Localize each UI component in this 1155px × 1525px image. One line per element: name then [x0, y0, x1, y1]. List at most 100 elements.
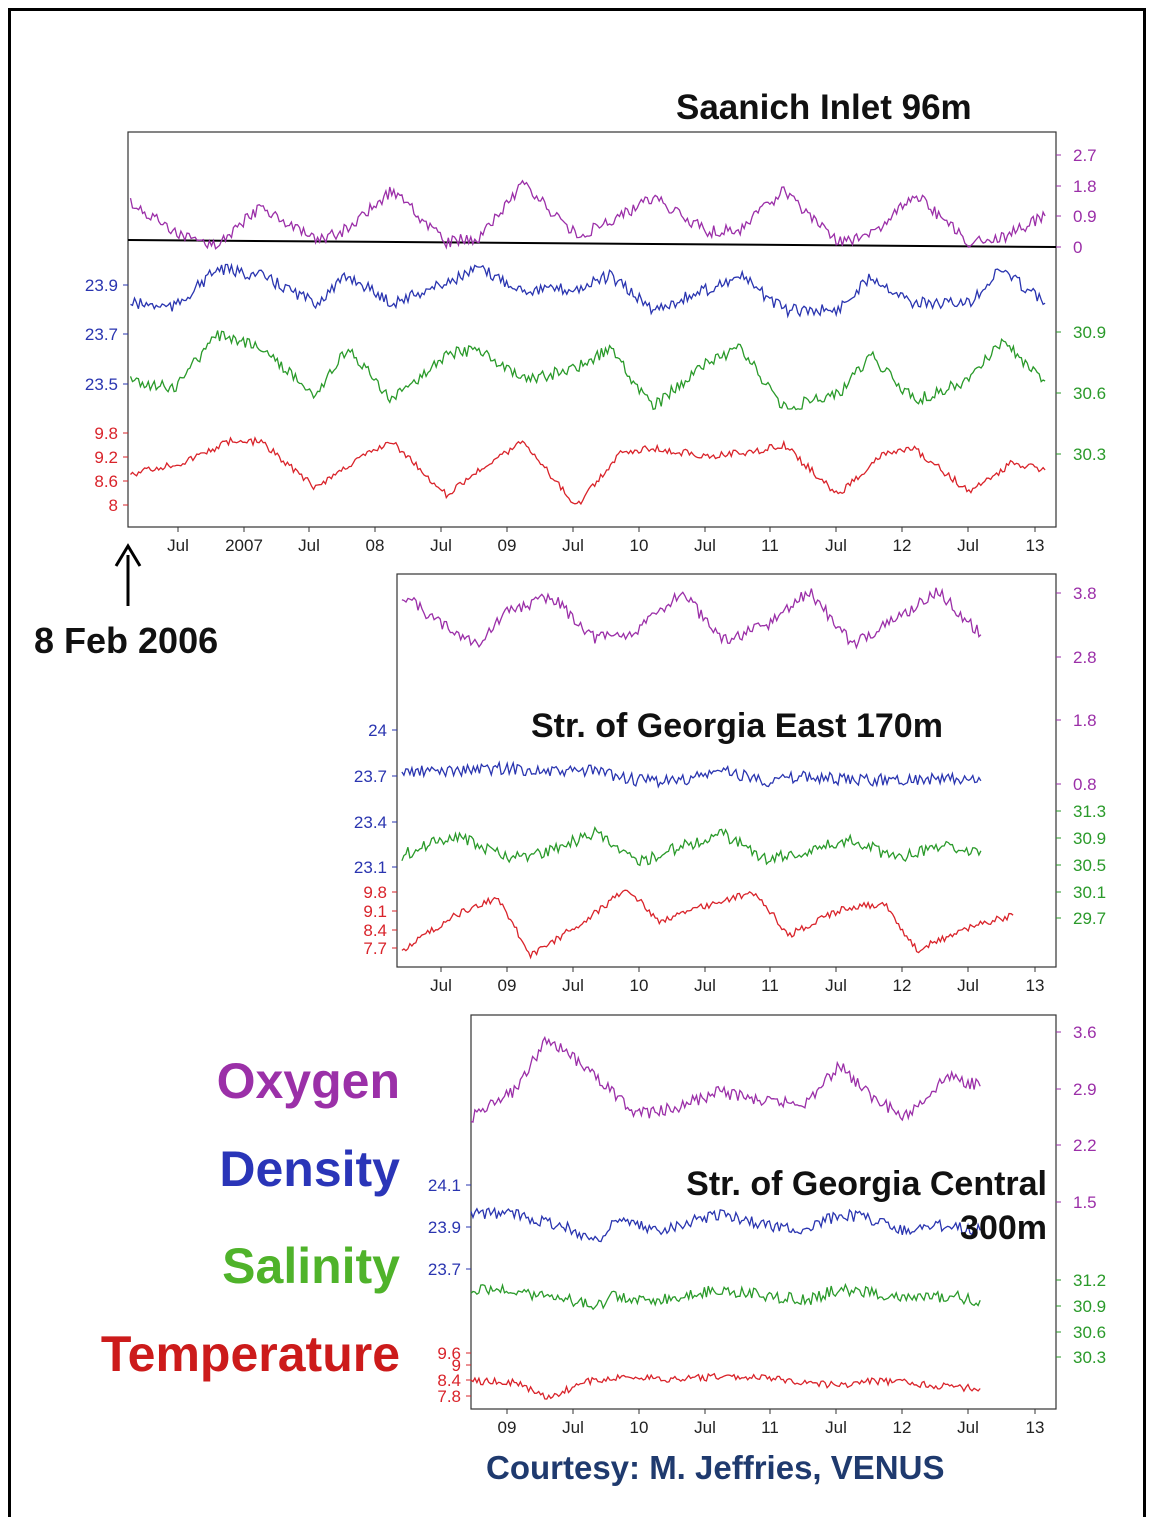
- temperature-tick-label: 9.6: [437, 1344, 461, 1363]
- plot-frame: [127, 131, 1057, 528]
- x-tick-label: 09: [498, 976, 517, 995]
- x-tick-label: 12: [893, 976, 912, 995]
- temperature-tick-label: 8: [109, 496, 118, 515]
- density-tick-label: 23.7: [354, 767, 387, 786]
- oxygen-tick-label: 1.8: [1073, 711, 1097, 730]
- x-tick-label: Jul: [957, 1418, 979, 1437]
- x-tick-label: 13: [1026, 976, 1045, 995]
- x-tick-label: 13: [1026, 1418, 1045, 1437]
- density-tick-label: 23.5: [85, 375, 118, 394]
- panel-3: 09 Jul 10 Jul 11 Jul 12 Jul 13 3.6 2.9 2.2 1.5 24.1 23…: [428, 1014, 1106, 1437]
- panel-2: Jul 09 Jul 10 Jul 11 Jul 12 Jul 13 3.8 2.8 1.8 0.8 24 2…: [354, 573, 1106, 995]
- x-tick-label: 08: [366, 536, 385, 555]
- oxygen-series-line: [470, 1035, 981, 1123]
- x-tick-label: Jul: [825, 976, 847, 995]
- legend-salinity: Salinity: [222, 1238, 400, 1294]
- temperature-tick-label: 9.8: [363, 883, 387, 902]
- density-series-line: [401, 760, 982, 789]
- panel-3-title: Str. of Georgia Central 300m: [686, 1165, 1047, 1247]
- courtesy-credit: Courtesy: M. Jeffries, VENUS: [486, 1449, 945, 1486]
- x-tick-label: Jul: [825, 536, 847, 555]
- salinity-tick-label: 30.6: [1073, 1323, 1106, 1342]
- oxygen-tick-label: 1.5: [1073, 1193, 1097, 1212]
- salinity-tick-label: 30.6: [1073, 384, 1106, 403]
- oxygen-tick-label: 0: [1073, 238, 1082, 257]
- panel-1-title: Saanich Inlet 96m: [676, 88, 972, 127]
- plot-frame: [396, 573, 1057, 968]
- x-tick-label: 09: [498, 1418, 517, 1437]
- density-series-line: [470, 1206, 981, 1243]
- temperature-tick-label: 7.7: [363, 939, 387, 958]
- x-tick-label: Jul: [694, 976, 716, 995]
- arrow-head: [114, 543, 142, 567]
- salinity-tick-label: 30.3: [1073, 1348, 1106, 1367]
- temperature-series-line: [130, 436, 1046, 506]
- oxygen-zero-line: [127, 239, 1057, 248]
- salinity-tick-label: 30.1: [1073, 883, 1106, 902]
- x-tick-label: Jul: [430, 536, 452, 555]
- density-tick-label: 23.4: [354, 813, 387, 832]
- x-tick-label: 10: [630, 536, 649, 555]
- x-tick-label: Jul: [167, 536, 189, 555]
- x-tick-label: 10: [630, 976, 649, 995]
- figure-frame: [8, 8, 1146, 1517]
- x-tick-label: 10: [630, 1418, 649, 1437]
- start-date-label: 8 Feb 2006: [34, 620, 219, 661]
- x-tick-label: Jul: [957, 536, 979, 555]
- x-tick-label: 11: [761, 1418, 779, 1437]
- x-tick-label: 12: [893, 536, 912, 555]
- x-tick-label: Jul: [562, 976, 584, 995]
- legend-oxygen: Oxygen: [216, 1053, 400, 1109]
- legend-density: Density: [219, 1141, 400, 1197]
- temperature-tick-label: 9: [452, 1356, 461, 1375]
- x-tick-label: 2007: [225, 536, 263, 555]
- x-tick-label: 09: [498, 536, 517, 555]
- salinity-tick-label: 30.9: [1073, 323, 1106, 342]
- oxygen-tick-label: 2.9: [1073, 1080, 1097, 1099]
- salinity-tick-label: 31.3: [1073, 802, 1106, 821]
- oxygen-tick-label: 3.6: [1073, 1023, 1097, 1042]
- panel-2-title: Str. of Georgia East 170m: [531, 707, 943, 745]
- density-tick-label: 23.9: [85, 276, 118, 295]
- x-tick-label: Jul: [694, 536, 716, 555]
- temperature-tick-label: 7.8: [437, 1387, 461, 1406]
- temperature-series-line: [401, 889, 1014, 960]
- salinity-tick-label: 30.5: [1073, 856, 1106, 875]
- oxygen-series-line: [401, 587, 982, 650]
- salinity-tick-label: 30.9: [1073, 1297, 1106, 1316]
- oxygen-tick-label: 0.8: [1073, 775, 1097, 794]
- temperature-series-line: [470, 1372, 981, 1400]
- density-tick-label: 24: [368, 721, 387, 740]
- x-tick-label: Jul: [694, 1418, 716, 1437]
- density-tick-label: 23.9: [428, 1218, 461, 1237]
- salinity-tick-label: 31.2: [1073, 1271, 1106, 1290]
- density-series-line: [130, 262, 1046, 319]
- salinity-tick-label: 30.3: [1073, 445, 1106, 464]
- oxygen-tick-label: 2.8: [1073, 648, 1097, 667]
- density-tick-label: 23.7: [85, 325, 118, 344]
- oxygen-tick-label: 1.8: [1073, 177, 1097, 196]
- temperature-tick-label: 8.6: [94, 472, 118, 491]
- oxygen-tick-label: 2.7: [1073, 146, 1097, 165]
- oxygen-tick-label: 0.9: [1073, 207, 1097, 226]
- temperature-tick-label: 9.1: [363, 902, 387, 921]
- oxygen-tick-label: 2.2: [1073, 1136, 1097, 1155]
- x-tick-label: Jul: [562, 1418, 584, 1437]
- x-tick-label: Jul: [298, 536, 320, 555]
- x-tick-label: 13: [1026, 536, 1045, 555]
- salinity-tick-label: 29.7: [1073, 909, 1106, 928]
- x-tick-label: 11: [761, 536, 779, 555]
- temperature-tick-label: 9.8: [94, 424, 118, 443]
- salinity-tick-label: 30.9: [1073, 829, 1106, 848]
- x-tick-label: Jul: [430, 976, 452, 995]
- temperature-tick-label: 8.4: [437, 1371, 461, 1390]
- x-tick-label: Jul: [562, 536, 584, 555]
- salinity-series-line: [129, 330, 1046, 411]
- salinity-series-line: [470, 1282, 981, 1311]
- panel-1: Jul 2007 Jul 08 Jul 09 Jul 10 Jul 11 Jul 12 Jul 132.7…: [85, 131, 1106, 555]
- start-arrow: [114, 543, 142, 606]
- x-tick-label: 12: [893, 1418, 912, 1437]
- density-tick-label: 23.1: [354, 858, 387, 877]
- x-tick-label: 11: [761, 976, 779, 995]
